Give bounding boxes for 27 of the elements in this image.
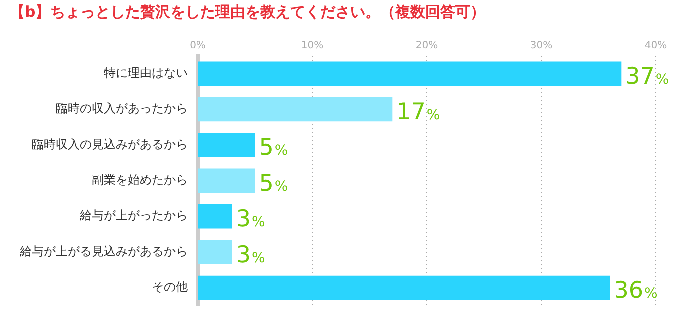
data-label: 5% [259,170,288,197]
x-tick-label: 30% [530,40,553,52]
data-label: 3% [236,242,266,268]
bar [198,240,232,264]
y-tick-label: その他 [152,280,188,294]
bar [198,168,256,194]
bar [198,204,232,229]
data-label: 5% [259,135,288,162]
bar [198,133,256,158]
data-label: 3% [236,206,266,233]
y-tick-label: 臨時収入の見込みがあるから [32,137,188,152]
chart-title: 【b】ちょっとした贅沢をした理由を教えてください。（複数回答可） [10,2,486,21]
y-tick-label: 給与が上がる見込みがあるから [19,244,188,258]
y-tick-label: 臨時の収入があったから [56,102,188,116]
y-tick-label: 特に理由はない [104,66,188,80]
y-tick-label: 副業を始めたから [92,173,188,188]
bar [198,62,622,86]
data-label: 17% [396,100,440,126]
x-tick-label: 10% [301,40,324,52]
x-tick-label: 0% [190,40,206,52]
x-tick-label: 20% [416,40,438,52]
bar [198,276,610,300]
data-label: 37% [626,64,670,90]
data-label: 36% [614,278,658,304]
bar [198,97,393,122]
x-tick-label: 40% [644,40,668,52]
y-tick-label: 給与が上がったから [79,208,188,223]
